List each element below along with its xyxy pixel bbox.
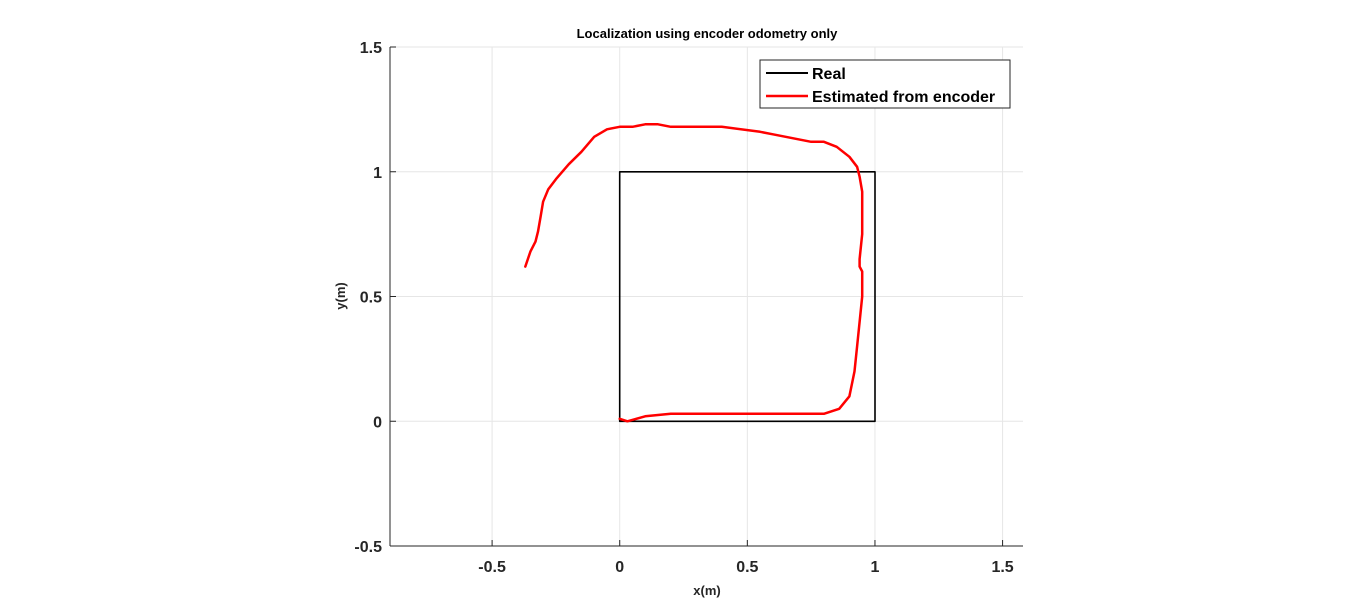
series-layer <box>524 123 876 423</box>
legend: Real Estimated from encoder <box>759 59 1011 109</box>
x-tick-label: 1 <box>871 559 880 576</box>
y-axis-label: y(m) <box>333 282 348 309</box>
x-axis-ticks: -0.5 0 0.5 1 1.5 <box>478 540 1014 576</box>
x-tick-label: -0.5 <box>478 559 506 576</box>
y-tick-label: 1.5 <box>360 40 382 57</box>
x-tick-label: 0 <box>615 559 624 576</box>
legend-label-estimated: Estimated from encoder <box>812 89 995 106</box>
y-tick-label: 0.5 <box>360 290 382 307</box>
chart-title: Localization using encoder odometry only <box>577 26 839 41</box>
plot-area: -0.5 0 0.5 1 1.5 -0.5 0 0.5 1 1.5 <box>354 40 1023 576</box>
x-tick-label: 0.5 <box>736 559 758 576</box>
series-estimated-line <box>524 123 864 423</box>
y-axis-ticks: -0.5 0 0.5 1 1.5 <box>354 40 396 556</box>
x-axis-label: x(m) <box>693 583 720 598</box>
y-tick-label: -0.5 <box>354 539 382 556</box>
y-tick-label: 1 <box>373 165 382 182</box>
y-tick-label: 0 <box>373 414 382 431</box>
legend-label-real: Real <box>812 66 846 83</box>
x-tick-label: 1.5 <box>991 559 1013 576</box>
legend-box <box>759 59 1011 109</box>
series-real-line <box>618 171 876 423</box>
